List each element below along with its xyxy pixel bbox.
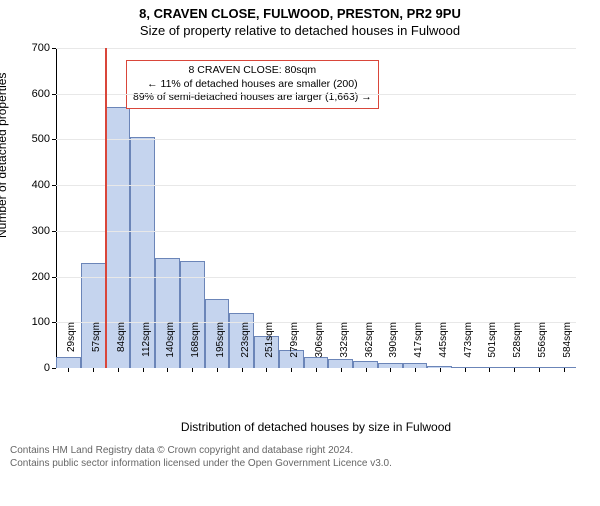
gridline — [56, 277, 576, 278]
gridline — [56, 48, 576, 49]
x-tick-label: 112sqm — [141, 322, 152, 372]
gridline — [56, 231, 576, 232]
x-tick-label: 223sqm — [240, 322, 251, 372]
y-tick-label: 100 — [32, 316, 50, 328]
y-tick-label: 400 — [32, 179, 50, 191]
plot-region: 8 CRAVEN CLOSE: 80sqm ← 11% of detached … — [56, 48, 576, 368]
x-tick-label: 332sqm — [339, 322, 350, 372]
y-tick-mark — [52, 322, 56, 323]
info-line-2: ← 11% of detached houses are smaller (20… — [133, 78, 372, 92]
x-tick-label: 279sqm — [289, 322, 300, 372]
x-tick-label: 473sqm — [463, 322, 474, 372]
x-tick-label: 140sqm — [165, 322, 176, 372]
gridline — [56, 139, 576, 140]
y-tick-mark — [52, 185, 56, 186]
x-tick-label: 501sqm — [487, 322, 498, 372]
y-tick-label: 600 — [32, 88, 50, 100]
x-tick-label: 417sqm — [413, 322, 424, 372]
chart-title-sub: Size of property relative to detached ho… — [0, 23, 600, 38]
footer-attribution: Contains HM Land Registry data © Crown c… — [0, 438, 600, 470]
y-tick-label: 300 — [32, 225, 50, 237]
marker-info-box: 8 CRAVEN CLOSE: 80sqm ← 11% of detached … — [126, 60, 379, 109]
gridline — [56, 185, 576, 186]
x-tick-label: 84sqm — [116, 322, 127, 372]
x-tick-label: 168sqm — [190, 322, 201, 372]
footer-line-2: Contains public sector information licen… — [10, 457, 590, 470]
x-tick-label: 445sqm — [438, 322, 449, 372]
x-tick-label: 29sqm — [66, 322, 77, 372]
footer-line-1: Contains HM Land Registry data © Crown c… — [10, 444, 590, 457]
x-tick-label: 306sqm — [314, 322, 325, 372]
y-tick-mark — [52, 231, 56, 232]
chart-title-main: 8, CRAVEN CLOSE, FULWOOD, PRESTON, PR2 9… — [0, 6, 600, 21]
gridline — [56, 94, 576, 95]
x-tick-label: 528sqm — [512, 322, 523, 372]
y-tick-mark — [52, 94, 56, 95]
x-tick-label: 556sqm — [537, 322, 548, 372]
y-tick-label: 500 — [32, 133, 50, 145]
x-tick-label: 584sqm — [562, 322, 573, 372]
y-tick-mark — [52, 368, 56, 369]
y-tick-label: 200 — [32, 271, 50, 283]
x-tick-label: 251sqm — [264, 322, 275, 372]
x-tick-label: 195sqm — [215, 322, 226, 372]
property-marker-line — [105, 48, 107, 368]
x-tick-label: 362sqm — [364, 322, 375, 372]
chart-area: Number of detached properties 8 CRAVEN C… — [0, 38, 600, 438]
x-tick-label: 57sqm — [91, 322, 102, 372]
y-tick-mark — [52, 48, 56, 49]
y-axis-label: Number of detached properties — [0, 73, 9, 238]
x-axis-label: Distribution of detached houses by size … — [56, 420, 576, 434]
y-tick-mark — [52, 139, 56, 140]
info-line-1: 8 CRAVEN CLOSE: 80sqm — [133, 64, 372, 78]
y-tick-label: 0 — [44, 362, 50, 374]
y-tick-label: 700 — [32, 42, 50, 54]
y-tick-mark — [52, 277, 56, 278]
x-tick-label: 390sqm — [388, 322, 399, 372]
